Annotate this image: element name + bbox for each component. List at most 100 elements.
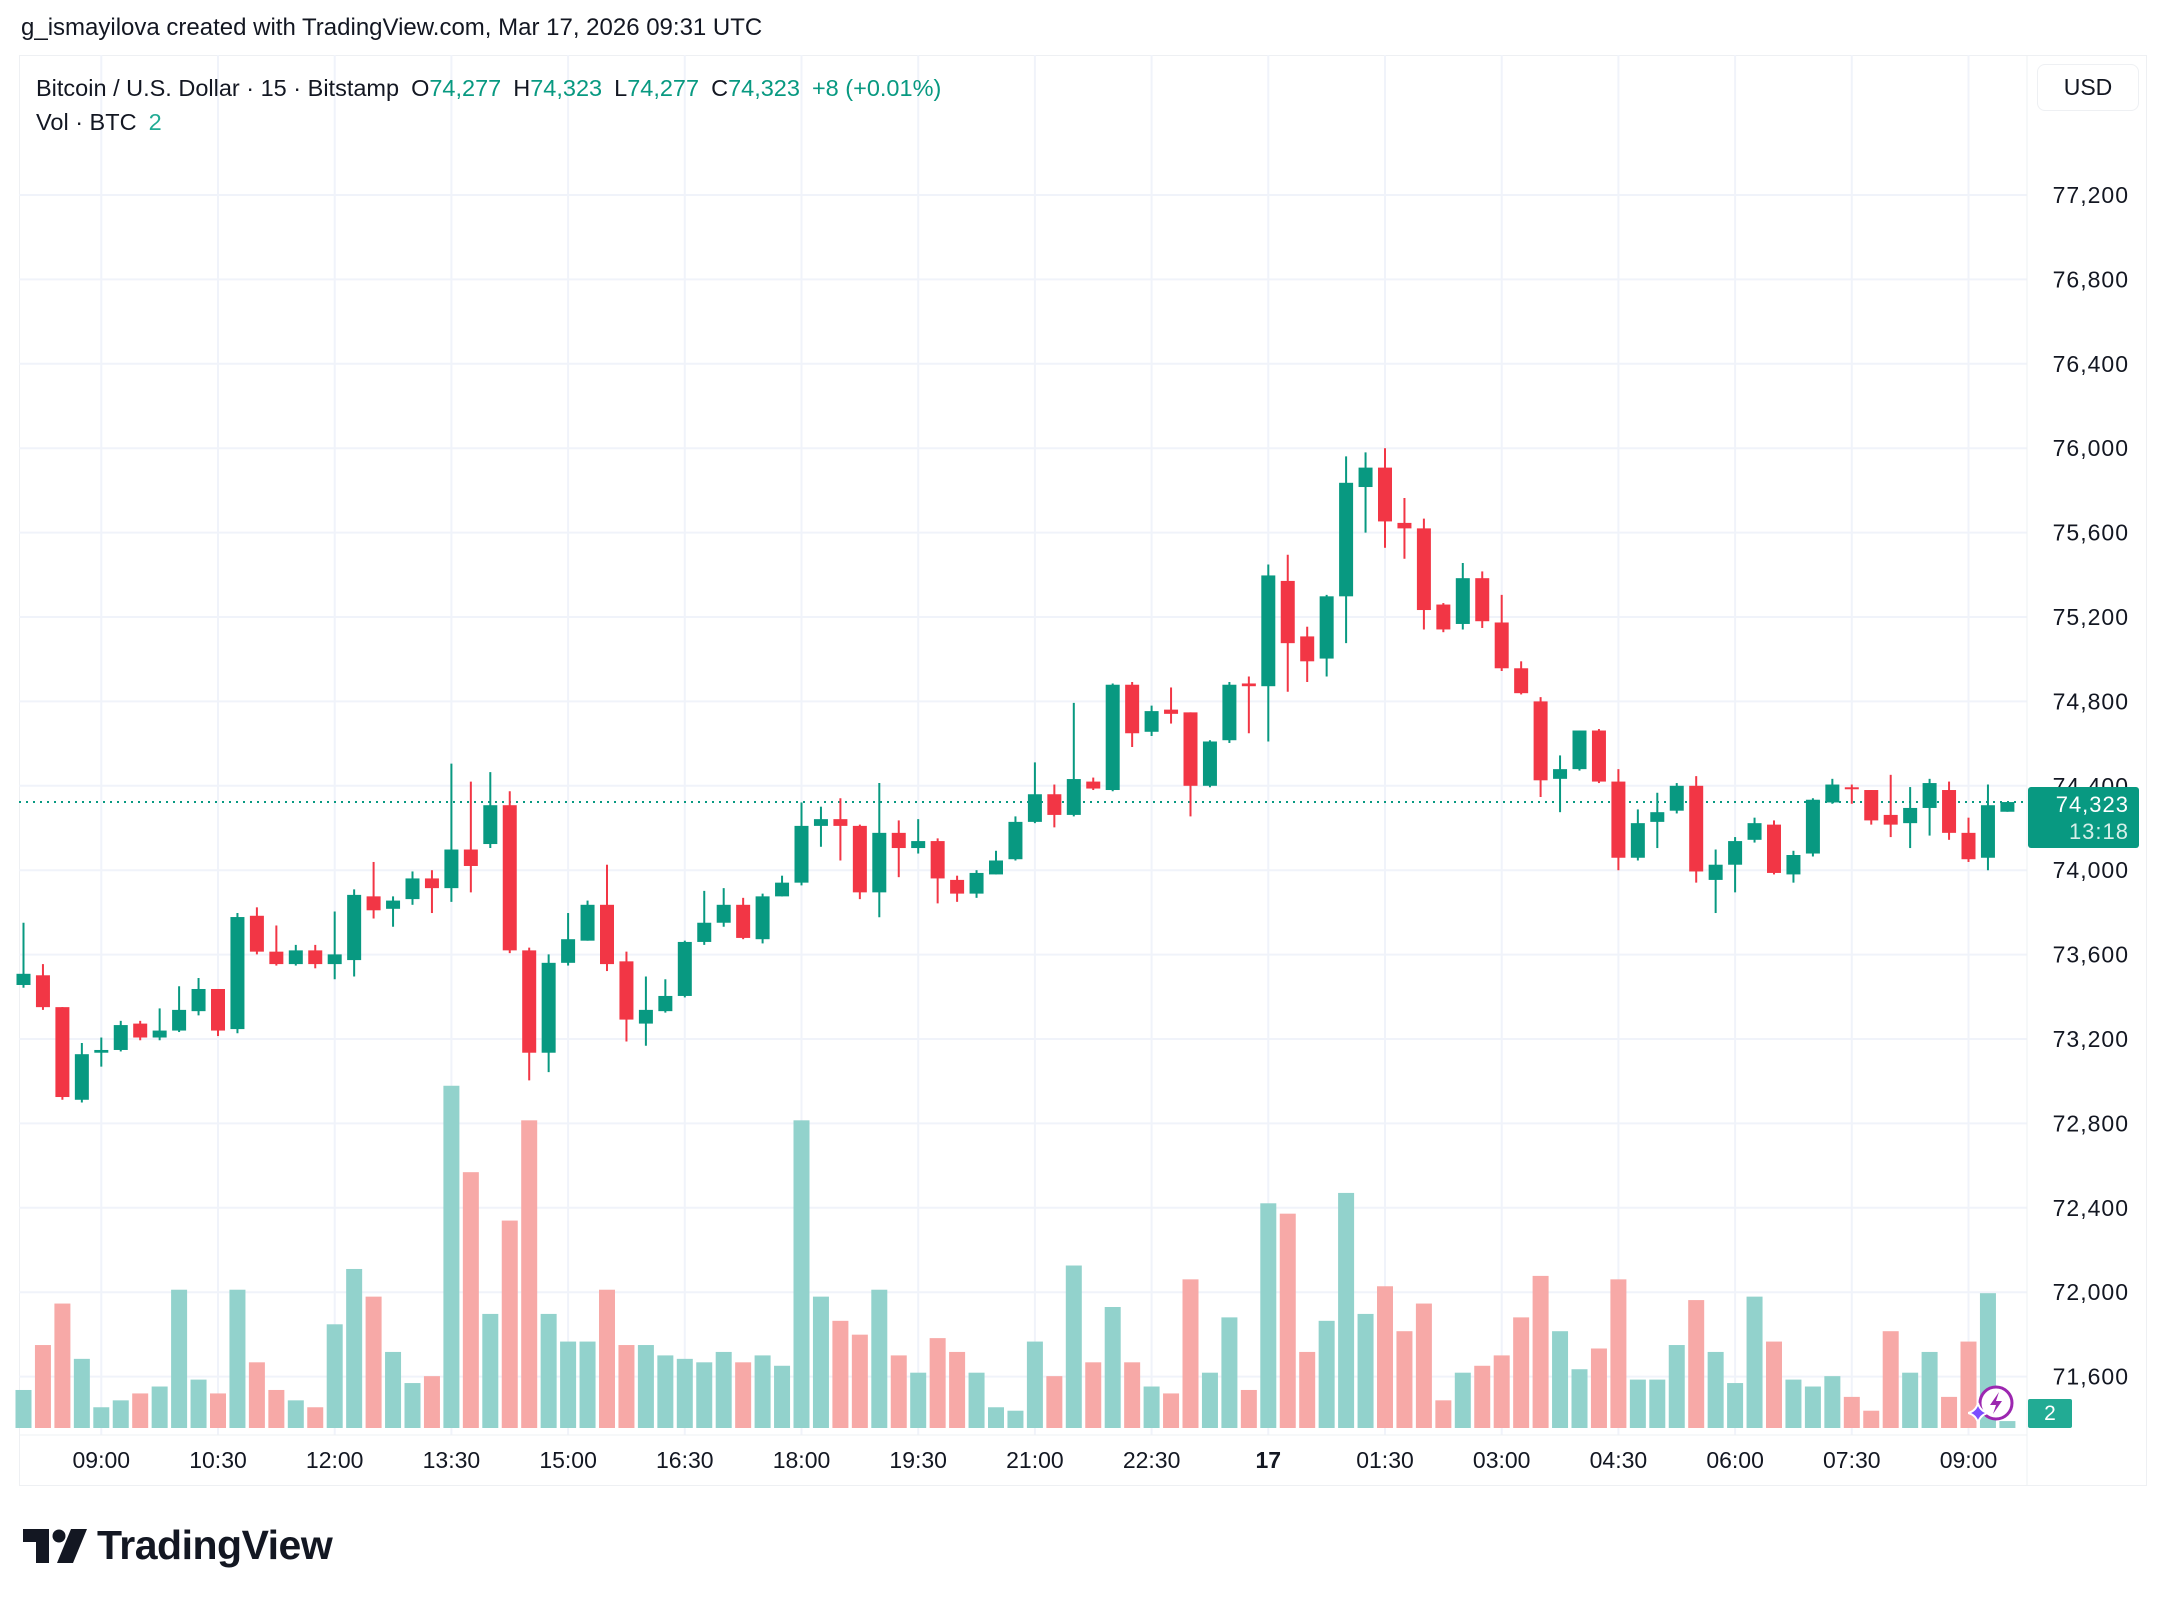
- volume-bar: [190, 1379, 207, 1428]
- volume-bar: [15, 1389, 32, 1428]
- currency-button[interactable]: USD: [2037, 64, 2139, 111]
- candle-body: [386, 900, 401, 909]
- price-tick-label: 73,200: [2053, 1026, 2129, 1052]
- candle-body: [677, 941, 692, 996]
- volume-bar: [73, 1358, 90, 1428]
- candle-body: [249, 915, 264, 952]
- candle-body: [638, 1009, 653, 1024]
- candle-body: [211, 988, 225, 1031]
- volume-bar: [890, 1355, 907, 1428]
- time-tick-label: 22:30: [1123, 1447, 1181, 1473]
- volume-bar: [1513, 1317, 1530, 1428]
- grid: [19, 55, 2028, 1486]
- volume-bar: [112, 1400, 129, 1428]
- volume-bar: [462, 1172, 479, 1428]
- volume-bar: [1493, 1355, 1510, 1428]
- volume-bar: [1629, 1379, 1646, 1428]
- candle-body: [1105, 684, 1120, 791]
- volume-bar: [754, 1355, 771, 1428]
- volume-bar: [210, 1393, 226, 1428]
- time-tick-label: 06:00: [1706, 1447, 1764, 1473]
- volume-bar: [1182, 1279, 1199, 1428]
- volume-bar: [1960, 1341, 1977, 1428]
- volume-bar: [1785, 1379, 1802, 1428]
- time-tick-label: 10:30: [189, 1447, 247, 1473]
- volume-bar: [1415, 1303, 1432, 1428]
- volume-bar: [1668, 1345, 1685, 1428]
- volume-bar: [404, 1383, 421, 1428]
- candle-body: [775, 882, 790, 897]
- candle-body: [541, 962, 556, 1053]
- time-tick-label: 03:00: [1473, 1447, 1531, 1473]
- candle-body: [600, 904, 614, 965]
- candle-body: [308, 950, 323, 965]
- candle-body: [1825, 784, 1840, 803]
- candle-body: [561, 939, 576, 963]
- candle-body: [580, 904, 595, 941]
- ai-assistant-icon[interactable]: [1968, 1383, 2016, 1427]
- candle-body: [16, 973, 31, 985]
- current-price-label: 74,323 13:18: [2028, 787, 2139, 848]
- low-label: L: [614, 75, 628, 101]
- current-price-value: 74,323: [2055, 792, 2129, 817]
- volume-bar: [1318, 1320, 1335, 1428]
- candle-body: [424, 878, 439, 889]
- candle-body: [1164, 709, 1179, 714]
- candle-body: [1844, 787, 1859, 790]
- chart-frame: [19, 55, 2147, 1486]
- close-value: 74,323: [728, 75, 800, 101]
- candle-body: [1358, 467, 1373, 488]
- candle-body: [288, 950, 303, 965]
- volume-bar: [1746, 1296, 1763, 1428]
- volume-bar: [1201, 1372, 1218, 1428]
- candles: [16, 448, 2015, 1103]
- candle-body: [1027, 794, 1042, 822]
- candle-body: [1319, 596, 1334, 659]
- volume-bar: [871, 1289, 888, 1428]
- volume-bar: [1240, 1389, 1257, 1428]
- volume-bar: [307, 1407, 324, 1428]
- candle-body: [1728, 841, 1743, 865]
- volume-bar: [287, 1400, 304, 1428]
- volume-bar: [1065, 1265, 1082, 1428]
- candle-body: [172, 1009, 187, 1031]
- time-tick-label: 13:30: [423, 1447, 481, 1473]
- time-tick-label: 04:30: [1590, 1447, 1648, 1473]
- candle-body: [1125, 684, 1140, 734]
- candle-body: [1300, 636, 1315, 662]
- time-tick-label: 19:30: [889, 1447, 947, 1473]
- price-tick-label: 75,200: [2053, 604, 2129, 630]
- candle-body: [950, 879, 965, 894]
- candle-body: [483, 805, 498, 845]
- candle-body: [230, 917, 245, 1030]
- price-tick-label: 77,200: [2053, 182, 2129, 208]
- volume-bar: [501, 1220, 518, 1428]
- candle-body: [1533, 701, 1548, 781]
- volume-bar: [1221, 1317, 1238, 1428]
- volume-bar: [423, 1376, 440, 1428]
- time-tick-label: 18:00: [773, 1447, 831, 1473]
- price-tick-label: 71,600: [2053, 1364, 2129, 1390]
- volume-title[interactable]: Vol · BTC: [36, 109, 137, 135]
- volume-bar: [1279, 1213, 1296, 1428]
- volume-bar: [618, 1345, 635, 1428]
- candle-body: [1475, 578, 1490, 622]
- volume-bar: [793, 1120, 810, 1428]
- current-volume-label: 2: [2028, 1399, 2072, 1428]
- price-tick-label: 76,400: [2053, 351, 2129, 377]
- candle-body: [989, 860, 1003, 875]
- candle-body: [133, 1023, 148, 1038]
- volume-bar: [540, 1313, 557, 1428]
- legend-ohlc-row: Bitcoin / U.S. Dollar · 15 · Bitstamp O74…: [36, 71, 941, 105]
- candle-body: [1591, 730, 1606, 782]
- volume-bar: [1299, 1351, 1316, 1428]
- candle-body: [1747, 823, 1762, 840]
- time-tick-label: 17: [1256, 1447, 1282, 1473]
- open-value: 74,277: [429, 75, 502, 101]
- volume-bar: [132, 1393, 149, 1428]
- tradingview-logo-icon: [23, 1528, 87, 1563]
- candle-body: [736, 904, 751, 938]
- symbol-title[interactable]: Bitcoin / U.S. Dollar · 15 · Bitstamp: [36, 75, 400, 101]
- candle-body: [191, 988, 206, 1012]
